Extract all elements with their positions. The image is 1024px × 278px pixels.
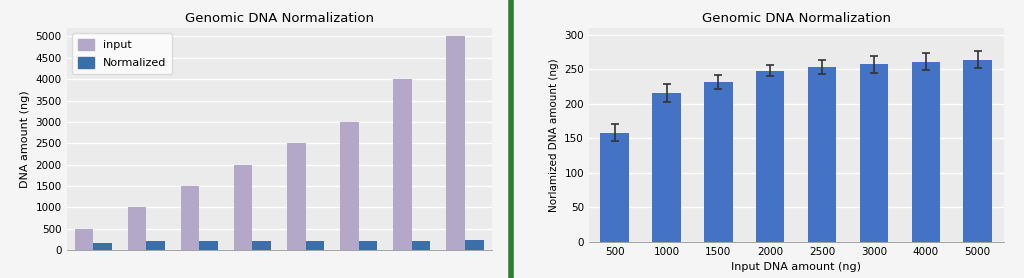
Legend: input, Normalized: input, Normalized: [72, 33, 172, 74]
Bar: [340, 122, 358, 250]
Bar: [964, 59, 992, 242]
Bar: [808, 67, 837, 242]
Bar: [305, 240, 325, 250]
Bar: [358, 240, 377, 250]
Bar: [146, 241, 165, 250]
Bar: [756, 71, 784, 242]
Bar: [75, 229, 93, 250]
Bar: [200, 241, 218, 250]
Bar: [600, 133, 629, 242]
Bar: [446, 36, 465, 250]
Bar: [233, 165, 253, 250]
Y-axis label: Norlamized DNA amount (ng): Norlamized DNA amount (ng): [549, 58, 559, 212]
Bar: [705, 82, 732, 242]
X-axis label: Input DNA amount (ng): Input DNA amount (ng): [731, 262, 861, 272]
Title: Genomic DNA Normalization: Genomic DNA Normalization: [184, 12, 374, 25]
Bar: [911, 62, 940, 242]
Bar: [128, 207, 146, 250]
Bar: [393, 79, 412, 250]
Title: Genomic DNA Normalization: Genomic DNA Normalization: [701, 12, 891, 25]
Bar: [412, 240, 430, 250]
Bar: [465, 240, 483, 250]
Bar: [93, 243, 112, 250]
Bar: [287, 143, 305, 250]
Bar: [181, 186, 200, 250]
Y-axis label: DNA amount (ng): DNA amount (ng): [19, 90, 30, 188]
Bar: [253, 240, 271, 250]
Bar: [860, 64, 888, 242]
Bar: [652, 93, 681, 242]
